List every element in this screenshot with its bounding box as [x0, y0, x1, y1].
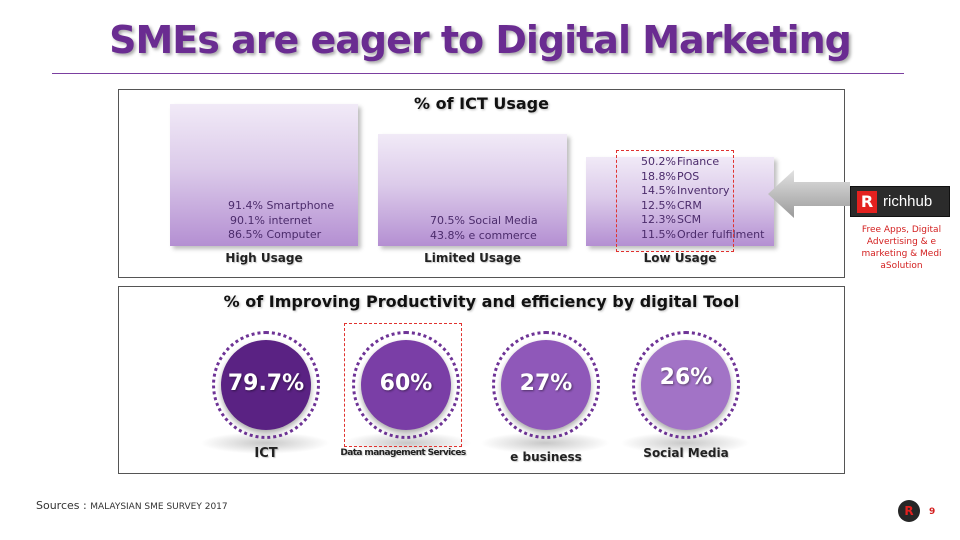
data-management-value: 60% [379, 371, 433, 396]
low-usage-name: Finance [677, 155, 720, 168]
sources-prefix: Sources : [36, 499, 91, 512]
ict-label: ICT [254, 446, 278, 461]
data-management-highlight-box [344, 323, 462, 447]
low-usage-name: Order fulfilment [677, 227, 765, 241]
high-usage-values: 91.4% Smartphone 90.1% internet 86.5% Co… [228, 199, 416, 243]
richhub-brand[interactable]: R richhub [850, 186, 950, 217]
title-divider [52, 73, 904, 74]
low-usage-pct: 18.8% [641, 169, 676, 183]
limited-usage-bar: 70.5% Social Media 43.8% e commerce [378, 134, 567, 246]
limited-usage-values: 70.5% Social Media 43.8% e commerce [430, 214, 619, 243]
low-usage-item: 11.5%Order fulfilment [641, 228, 764, 243]
page-number: 9 [929, 507, 936, 517]
productivity-heading: % of Improving Productivity and efficien… [223, 292, 740, 311]
sources-text: MALAYSIAN SME SURVEY 2017 [90, 502, 228, 512]
limited-usage-line: 70.5% Social Media [430, 214, 538, 227]
ict-circle-fill: 79.7% [221, 340, 311, 430]
social-media-label: Social Media [643, 446, 729, 460]
ict-usage-heading: % of ICT Usage [414, 94, 549, 113]
e-business-label: e business [510, 450, 582, 464]
circle-shadow [200, 432, 330, 454]
high-usage-bar: 91.4% Smartphone 90.1% internet 86.5% Co… [170, 104, 358, 246]
left-arrow-icon [768, 170, 850, 218]
low-usage-pct: 50.2% [641, 155, 676, 168]
low-usage-name: SCM [677, 213, 702, 227]
social-media-circle: 26% [632, 331, 740, 439]
low-usage-name: Inventory [677, 184, 730, 198]
limited-usage-label: Limited Usage [424, 251, 521, 265]
ict-value: 79.7% [227, 371, 305, 396]
slide-title: SMEs are eager to Digital Marketing [109, 18, 852, 62]
low-usage-name: POS [677, 169, 700, 183]
footer-logo-icon: R [898, 500, 920, 522]
low-usage-item: 12.3%SCM [641, 213, 764, 228]
e-business-value: 27% [519, 371, 573, 396]
e-business-circle-fill: 27% [501, 340, 591, 430]
low-usage-item: 14.5%Inventory [641, 184, 764, 199]
low-usage-item: 50.2%Finance [641, 155, 764, 170]
low-usage-pct: 11.5% [641, 227, 676, 241]
low-usage-list: 50.2%Finance 18.8%POS 14.5%Inventory 12.… [641, 155, 764, 243]
high-usage-line: 86.5% Computer [228, 228, 322, 241]
social-media-value: 26% [659, 365, 713, 390]
high-usage-line: 91.4% Smartphone [228, 199, 335, 212]
low-usage-item: 12.5%CRM [641, 199, 764, 214]
low-usage-label: Low Usage [643, 251, 717, 265]
high-usage-label: High Usage [225, 251, 303, 265]
brand-name: richhub [883, 193, 933, 210]
low-usage-pct: 14.5% [641, 184, 676, 198]
high-usage-line: 90.1% internet [230, 213, 312, 227]
low-usage-name: CRM [677, 198, 702, 212]
circle-shadow [620, 432, 750, 454]
ict-circle: 79.7% [212, 331, 320, 439]
sources-note: Sources : MALAYSIAN SME SURVEY 2017 [36, 499, 228, 512]
low-usage-pct: 12.5% [641, 198, 676, 212]
richhub-logo-icon: R [857, 190, 877, 213]
social-media-circle-fill: 26% [641, 340, 731, 430]
data-management-circle-fill: 60% [361, 340, 451, 430]
brand-promo-text: Free Apps, Digital Advertising & e marke… [861, 225, 942, 271]
e-business-circle: 27% [492, 331, 600, 439]
low-usage-item: 18.8%POS [641, 170, 764, 185]
circle-shadow [480, 432, 610, 454]
data-management-label: Data management Services [340, 448, 466, 458]
circle-shadow [342, 432, 472, 454]
low-usage-highlight-box [616, 150, 734, 252]
low-usage-pct: 12.3% [641, 213, 676, 227]
low-usage-bar [586, 157, 774, 246]
limited-usage-line: 43.8% e commerce [430, 228, 537, 242]
data-management-circle: 60% [352, 331, 460, 439]
